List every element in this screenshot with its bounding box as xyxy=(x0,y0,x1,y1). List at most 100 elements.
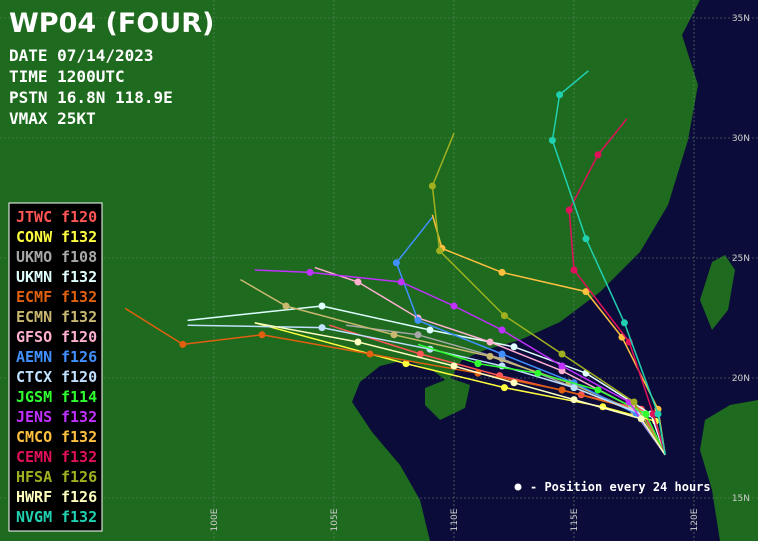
hainan xyxy=(425,378,470,420)
legend-name: CMCO xyxy=(16,428,52,446)
track-point xyxy=(416,350,424,358)
legend-hours: f132 xyxy=(61,508,97,526)
track-point xyxy=(558,350,566,358)
legend-name: JENS xyxy=(16,408,52,426)
track-point xyxy=(500,312,508,320)
track-point xyxy=(582,235,590,243)
legend-name: GFSO xyxy=(16,328,52,346)
lat-label: 20N xyxy=(732,374,750,384)
track-point xyxy=(282,302,290,310)
track-point xyxy=(500,384,508,392)
legend-name: UKMO xyxy=(16,248,52,266)
legend-name: JTWC xyxy=(16,208,52,226)
track-point xyxy=(637,415,645,423)
track-point xyxy=(414,316,422,324)
legend-hours: f126 xyxy=(61,468,97,486)
info-line: PSTN 16.8N 118.9E xyxy=(9,88,173,107)
track-point xyxy=(498,350,506,358)
track-point xyxy=(630,398,638,406)
legend-hours: f132 xyxy=(61,448,97,466)
track-point xyxy=(570,384,578,392)
track-point xyxy=(642,410,650,418)
legend-hours: f126 xyxy=(61,348,97,366)
track-point xyxy=(570,266,578,274)
track-point xyxy=(594,151,602,159)
info-line: TIME 1200UTC xyxy=(9,67,125,86)
track-point xyxy=(582,288,590,296)
legend-hours: f132 xyxy=(61,308,97,326)
legend-name: JGSM xyxy=(16,388,52,406)
info-line: VMAX 25KT xyxy=(9,109,96,128)
note-dot xyxy=(514,483,522,491)
lat-label: 35N xyxy=(732,14,750,24)
lat-label: 30N xyxy=(732,134,750,144)
track-point xyxy=(534,369,542,377)
track-point xyxy=(436,247,444,255)
track-point xyxy=(390,331,398,339)
track-point xyxy=(318,324,326,332)
legend-name: NVGM xyxy=(16,508,52,526)
luzon xyxy=(700,400,758,541)
legend-name: CONW xyxy=(16,228,53,246)
track-point xyxy=(558,362,566,370)
track-point xyxy=(565,206,573,214)
lon-label: 110E xyxy=(450,508,460,531)
track xyxy=(254,269,666,456)
legend-name: CEMN xyxy=(16,448,52,466)
track-point xyxy=(306,268,314,276)
track-point xyxy=(258,331,266,339)
track-point xyxy=(510,343,518,351)
track-point xyxy=(486,338,494,346)
track-point xyxy=(179,340,187,348)
legend-hours: f132 xyxy=(61,288,97,306)
legend-name: CTCX xyxy=(16,368,52,386)
info-line: DATE 07/14/2023 xyxy=(9,46,154,65)
track-point xyxy=(510,379,518,387)
legend-hours: f126 xyxy=(61,488,97,506)
lat-label: 15N xyxy=(732,494,750,504)
track-point xyxy=(558,386,566,394)
track-point xyxy=(498,268,506,276)
track-point xyxy=(392,259,400,267)
lat-label: 25N xyxy=(732,254,750,264)
lon-label: 120E xyxy=(690,508,700,531)
track-point xyxy=(498,326,506,334)
track-point xyxy=(402,360,410,368)
note: - Position every 24 hours xyxy=(530,480,711,494)
track-point xyxy=(354,278,362,286)
track-point xyxy=(548,136,556,144)
track-point xyxy=(474,360,482,368)
track-point xyxy=(556,91,564,99)
legend-name: UKMN xyxy=(16,268,52,286)
track xyxy=(417,343,666,456)
track-point xyxy=(450,302,458,310)
legend-hours: f132 xyxy=(61,268,97,286)
legend-hours: f132 xyxy=(61,228,97,246)
track-point xyxy=(620,319,628,327)
track-point xyxy=(558,367,566,375)
lon-label: 100E xyxy=(210,508,220,531)
track-point xyxy=(649,410,657,418)
legend-hours: f120 xyxy=(61,208,97,226)
legend-name: AEMN xyxy=(16,348,52,366)
lon-label: 115E xyxy=(570,508,580,531)
title: WP04 (FOUR) xyxy=(9,8,214,39)
legend-name: ECMF xyxy=(16,288,52,306)
taiwan xyxy=(700,255,735,330)
track-point xyxy=(354,338,362,346)
legend-hours: f120 xyxy=(61,328,97,346)
track-point xyxy=(318,302,326,310)
track-point xyxy=(654,410,662,418)
legend-name: HFSA xyxy=(16,468,52,486)
legend-hours: f108 xyxy=(61,248,97,266)
track-point xyxy=(486,352,494,360)
legend-hours: f114 xyxy=(61,388,97,406)
legend-name: ECMN xyxy=(16,308,52,326)
track-point xyxy=(397,278,405,286)
track-point xyxy=(594,386,602,394)
legend-hours: f120 xyxy=(61,368,97,386)
track-point xyxy=(570,396,578,404)
track-point xyxy=(366,350,374,358)
legend-box xyxy=(8,202,103,532)
